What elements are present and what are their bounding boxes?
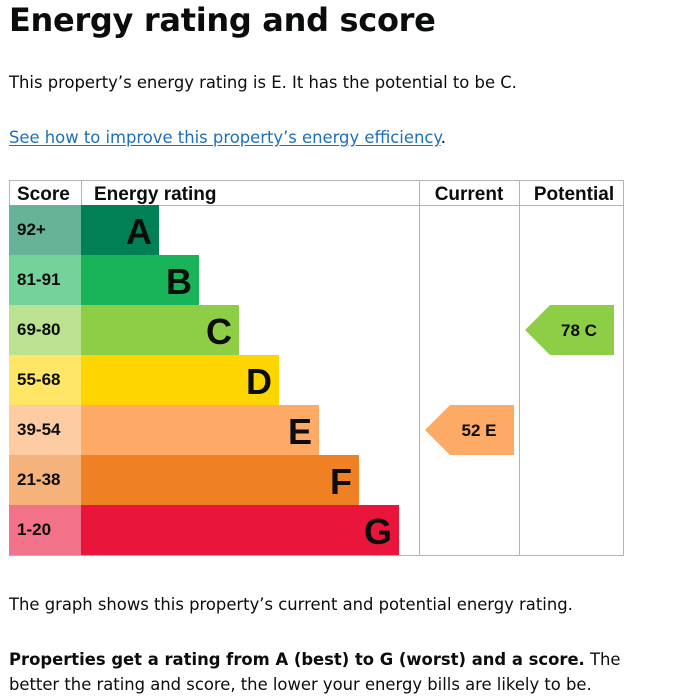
score-cell-f (9, 455, 81, 505)
graph-description: The graph shows this property’s current … (9, 595, 573, 614)
rating-letter-a: A (126, 211, 152, 252)
score-cell-a (9, 205, 81, 255)
score-range-g: 1-20 (17, 520, 51, 539)
ratings-explanation-rest: The better the rating and score, the low… (9, 650, 621, 694)
score-cell-g (9, 505, 81, 555)
ratings-explanation: Properties get a rating from A (best) to… (9, 647, 649, 697)
current-arrow-label: 52 E (462, 421, 497, 440)
rating-arrows: 52 E 78 C (425, 305, 614, 455)
link-trailing-period: . (440, 128, 446, 147)
score-range-f: 21-38 (17, 470, 60, 489)
score-range-e: 39-54 (17, 420, 61, 439)
rating-bar-e (81, 405, 319, 455)
ratings-explanation-bold: Properties get a rating from A (best) to… (9, 650, 585, 669)
rating-letter-g: G (364, 511, 392, 552)
header-score: Score (17, 184, 70, 205)
rating-bar-a (81, 205, 159, 255)
current-arrow (425, 405, 514, 455)
score-range-d: 55-68 (17, 370, 60, 389)
rating-letter-f: F (330, 461, 352, 502)
rating-letter-e: E (288, 411, 312, 452)
chart-headers: Score Energy rating Current Potential (17, 184, 614, 205)
page-title: Energy rating and score (9, 1, 436, 39)
rating-bar-f (81, 455, 359, 505)
rating-bar-c (81, 305, 239, 355)
intro-text: This property’s energy rating is E. It h… (9, 73, 517, 92)
improve-efficiency-link[interactable]: See how to improve this property’s energ… (9, 128, 441, 147)
header-energy-rating: Energy rating (94, 184, 216, 205)
energy-rating-chart: Score Energy rating Current Potential 92… (9, 180, 624, 556)
score-cell-b (9, 255, 81, 305)
potential-arrow (525, 305, 614, 355)
rating-letter-b: B (166, 261, 192, 302)
rating-bar-g (81, 505, 399, 555)
rating-bar-b (81, 255, 199, 305)
rating-letter-d: D (246, 361, 272, 402)
score-range-c: 69-80 (17, 320, 60, 339)
score-range-b: 81-91 (17, 270, 60, 289)
rating-bands: 92+ A 81-91 B 69-80 C 55-68 D 39-54 E 21-38 F 1-20 G (9, 205, 399, 555)
score-cell-d (9, 355, 81, 405)
score-cell-e (9, 405, 81, 455)
header-current: Current (435, 184, 504, 205)
rating-bar-d (81, 355, 279, 405)
rating-letter-c: C (206, 311, 232, 352)
score-cell-c (9, 305, 81, 355)
improve-link-paragraph: See how to improve this property’s energ… (9, 125, 446, 150)
score-range-a: 92+ (17, 220, 46, 239)
potential-arrow-label: 78 C (561, 321, 597, 340)
header-potential: Potential (534, 184, 614, 205)
